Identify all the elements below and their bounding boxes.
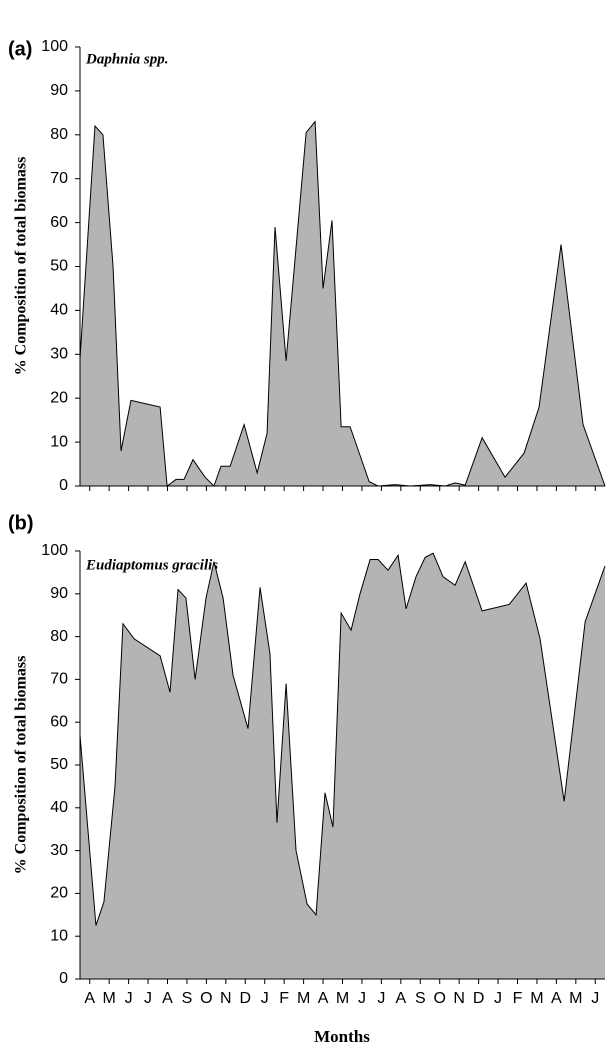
x-tick-label: F — [279, 990, 289, 1007]
y-tick-label: 100 — [41, 38, 68, 55]
y-tick-label: 30 — [50, 842, 68, 859]
y-tick-label: 90 — [50, 82, 68, 99]
y-tick-label: 20 — [50, 885, 68, 902]
area-fill — [80, 121, 605, 486]
y-axis-label: % Composition of total biomass — [13, 157, 30, 376]
x-tick-label: A — [395, 990, 406, 1007]
x-tick-label: D — [473, 990, 485, 1007]
area-outline — [79, 552, 606, 926]
y-tick-label: 30 — [50, 346, 68, 363]
x-tick-label: J — [377, 990, 385, 1007]
x-tick-label: N — [220, 990, 232, 1007]
x-tick-label: J — [591, 990, 599, 1007]
y-tick-label: 70 — [50, 170, 68, 187]
chart-title: Daphnia spp. — [85, 51, 169, 67]
x-tick-label: F — [513, 990, 523, 1007]
y-tick-label: 100 — [41, 542, 68, 559]
x-tick-label: J — [125, 990, 133, 1007]
y-tick-label: 0 — [59, 970, 68, 987]
y-tick-label: 60 — [50, 713, 68, 730]
y-tick-label: 20 — [50, 389, 68, 406]
x-tick-label: M — [569, 990, 582, 1007]
x-tick-label: D — [239, 990, 251, 1007]
x-tick-label: A — [162, 990, 173, 1007]
x-tick-label: A — [318, 990, 329, 1007]
y-tick-label: 80 — [50, 628, 68, 645]
panel-label: (a) — [8, 38, 32, 60]
y-tick-label: 0 — [59, 477, 68, 494]
x-axis-label: Months — [314, 1027, 370, 1046]
y-axis-label: % Composition of total biomass — [13, 656, 30, 875]
x-tick-label: A — [84, 990, 95, 1007]
y-tick-label: 10 — [50, 433, 68, 450]
x-tick-label: O — [200, 990, 212, 1007]
x-tick-label: S — [415, 990, 426, 1007]
y-tick-label: 80 — [50, 126, 68, 143]
y-tick-label: 60 — [50, 214, 68, 231]
x-tick-label: S — [182, 990, 193, 1007]
x-tick-label: J — [261, 990, 269, 1007]
x-tick-label: M — [297, 990, 310, 1007]
area-outline — [79, 120, 606, 487]
chart-title: Eudiaptomus gracilis — [85, 557, 218, 573]
y-tick-label: 40 — [50, 799, 68, 816]
x-tick-label: M — [103, 990, 116, 1007]
x-tick-label: A — [551, 990, 562, 1007]
y-tick-label: 40 — [50, 302, 68, 319]
x-tick-label: O — [433, 990, 445, 1007]
x-tick-label: J — [494, 990, 502, 1007]
x-tick-label: M — [530, 990, 543, 1007]
x-tick-label: J — [358, 990, 366, 1007]
y-tick-label: 50 — [50, 756, 68, 773]
y-tick-label: 70 — [50, 671, 68, 688]
x-tick-label: J — [144, 990, 152, 1007]
y-tick-label: 10 — [50, 927, 68, 944]
y-tick-label: 50 — [50, 258, 68, 275]
y-tick-label: 90 — [50, 585, 68, 602]
area-fill — [80, 553, 605, 979]
x-tick-label: M — [336, 990, 349, 1007]
x-tick-label: N — [453, 990, 465, 1007]
panel-label: (b) — [8, 512, 34, 534]
